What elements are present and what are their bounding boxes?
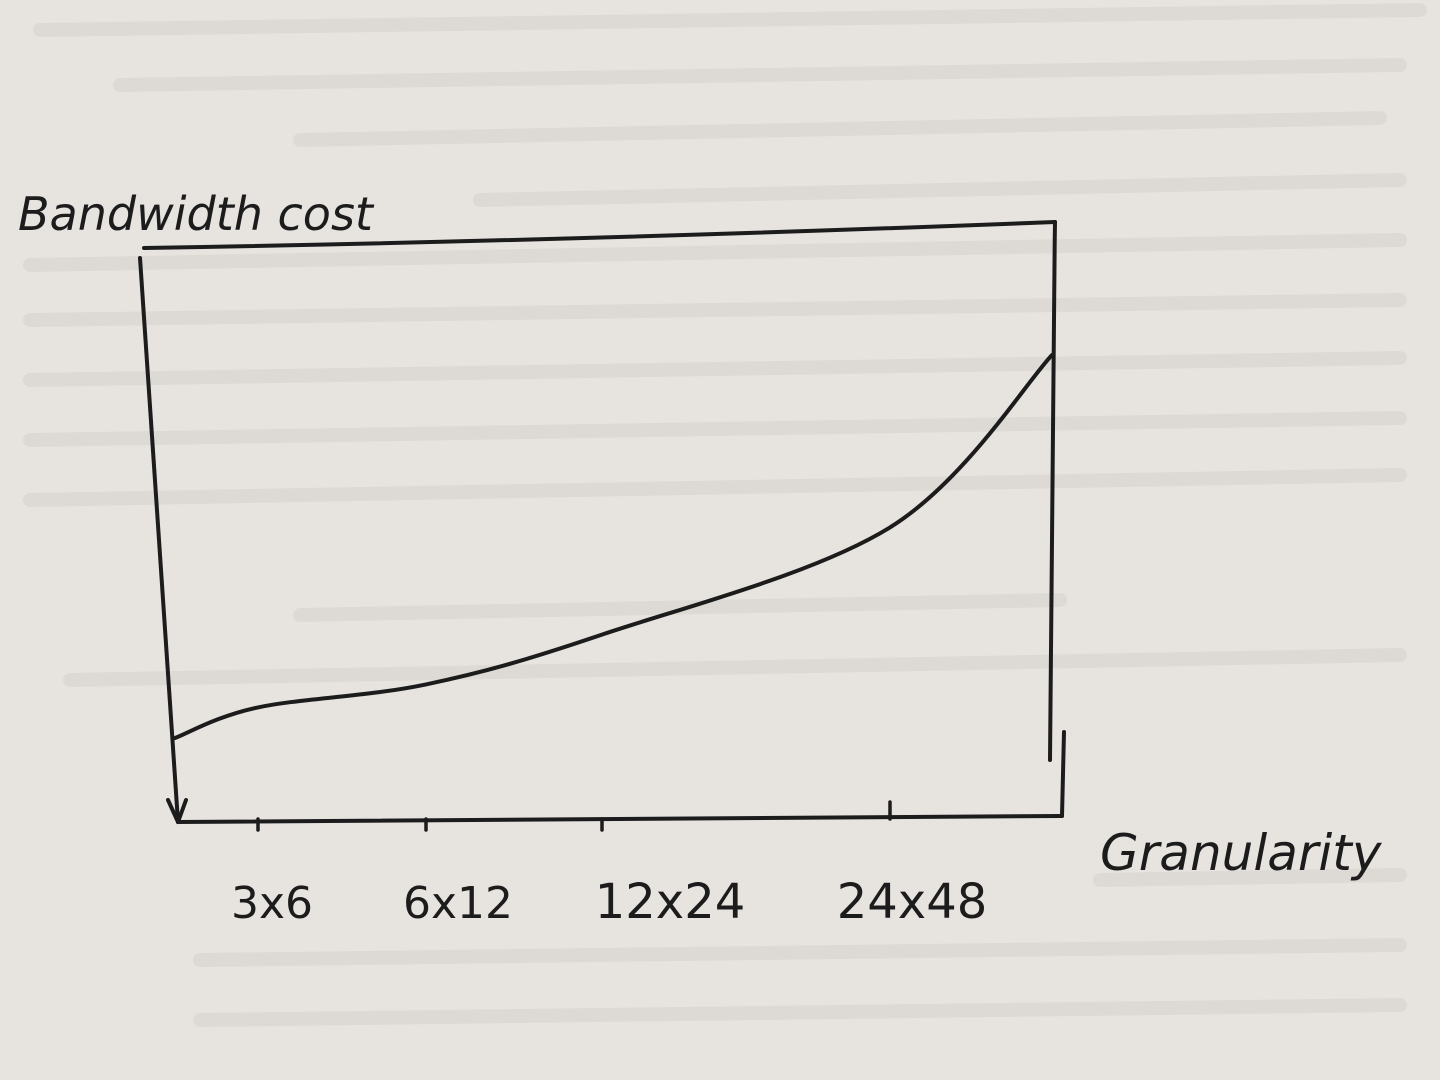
x-tick-label: 3x6 <box>231 878 313 929</box>
series-line <box>173 353 1054 740</box>
right-border <box>1048 220 1057 762</box>
x-axis-label: Granularity <box>1100 824 1383 882</box>
x-ticks <box>256 800 892 832</box>
x-tick-label: 24x48 <box>837 874 988 930</box>
x-tick-label: 6x12 <box>403 878 513 929</box>
x-axis-end-tick <box>1060 730 1066 818</box>
x-tick-label: 12x24 <box>595 874 746 930</box>
top-border <box>142 220 1057 250</box>
x-axis <box>176 814 1064 824</box>
plot-frame <box>138 220 1066 824</box>
y-axis <box>138 256 180 824</box>
y-axis-label: Bandwidth cost <box>18 187 375 241</box>
show-through-lines <box>23 3 1427 1027</box>
